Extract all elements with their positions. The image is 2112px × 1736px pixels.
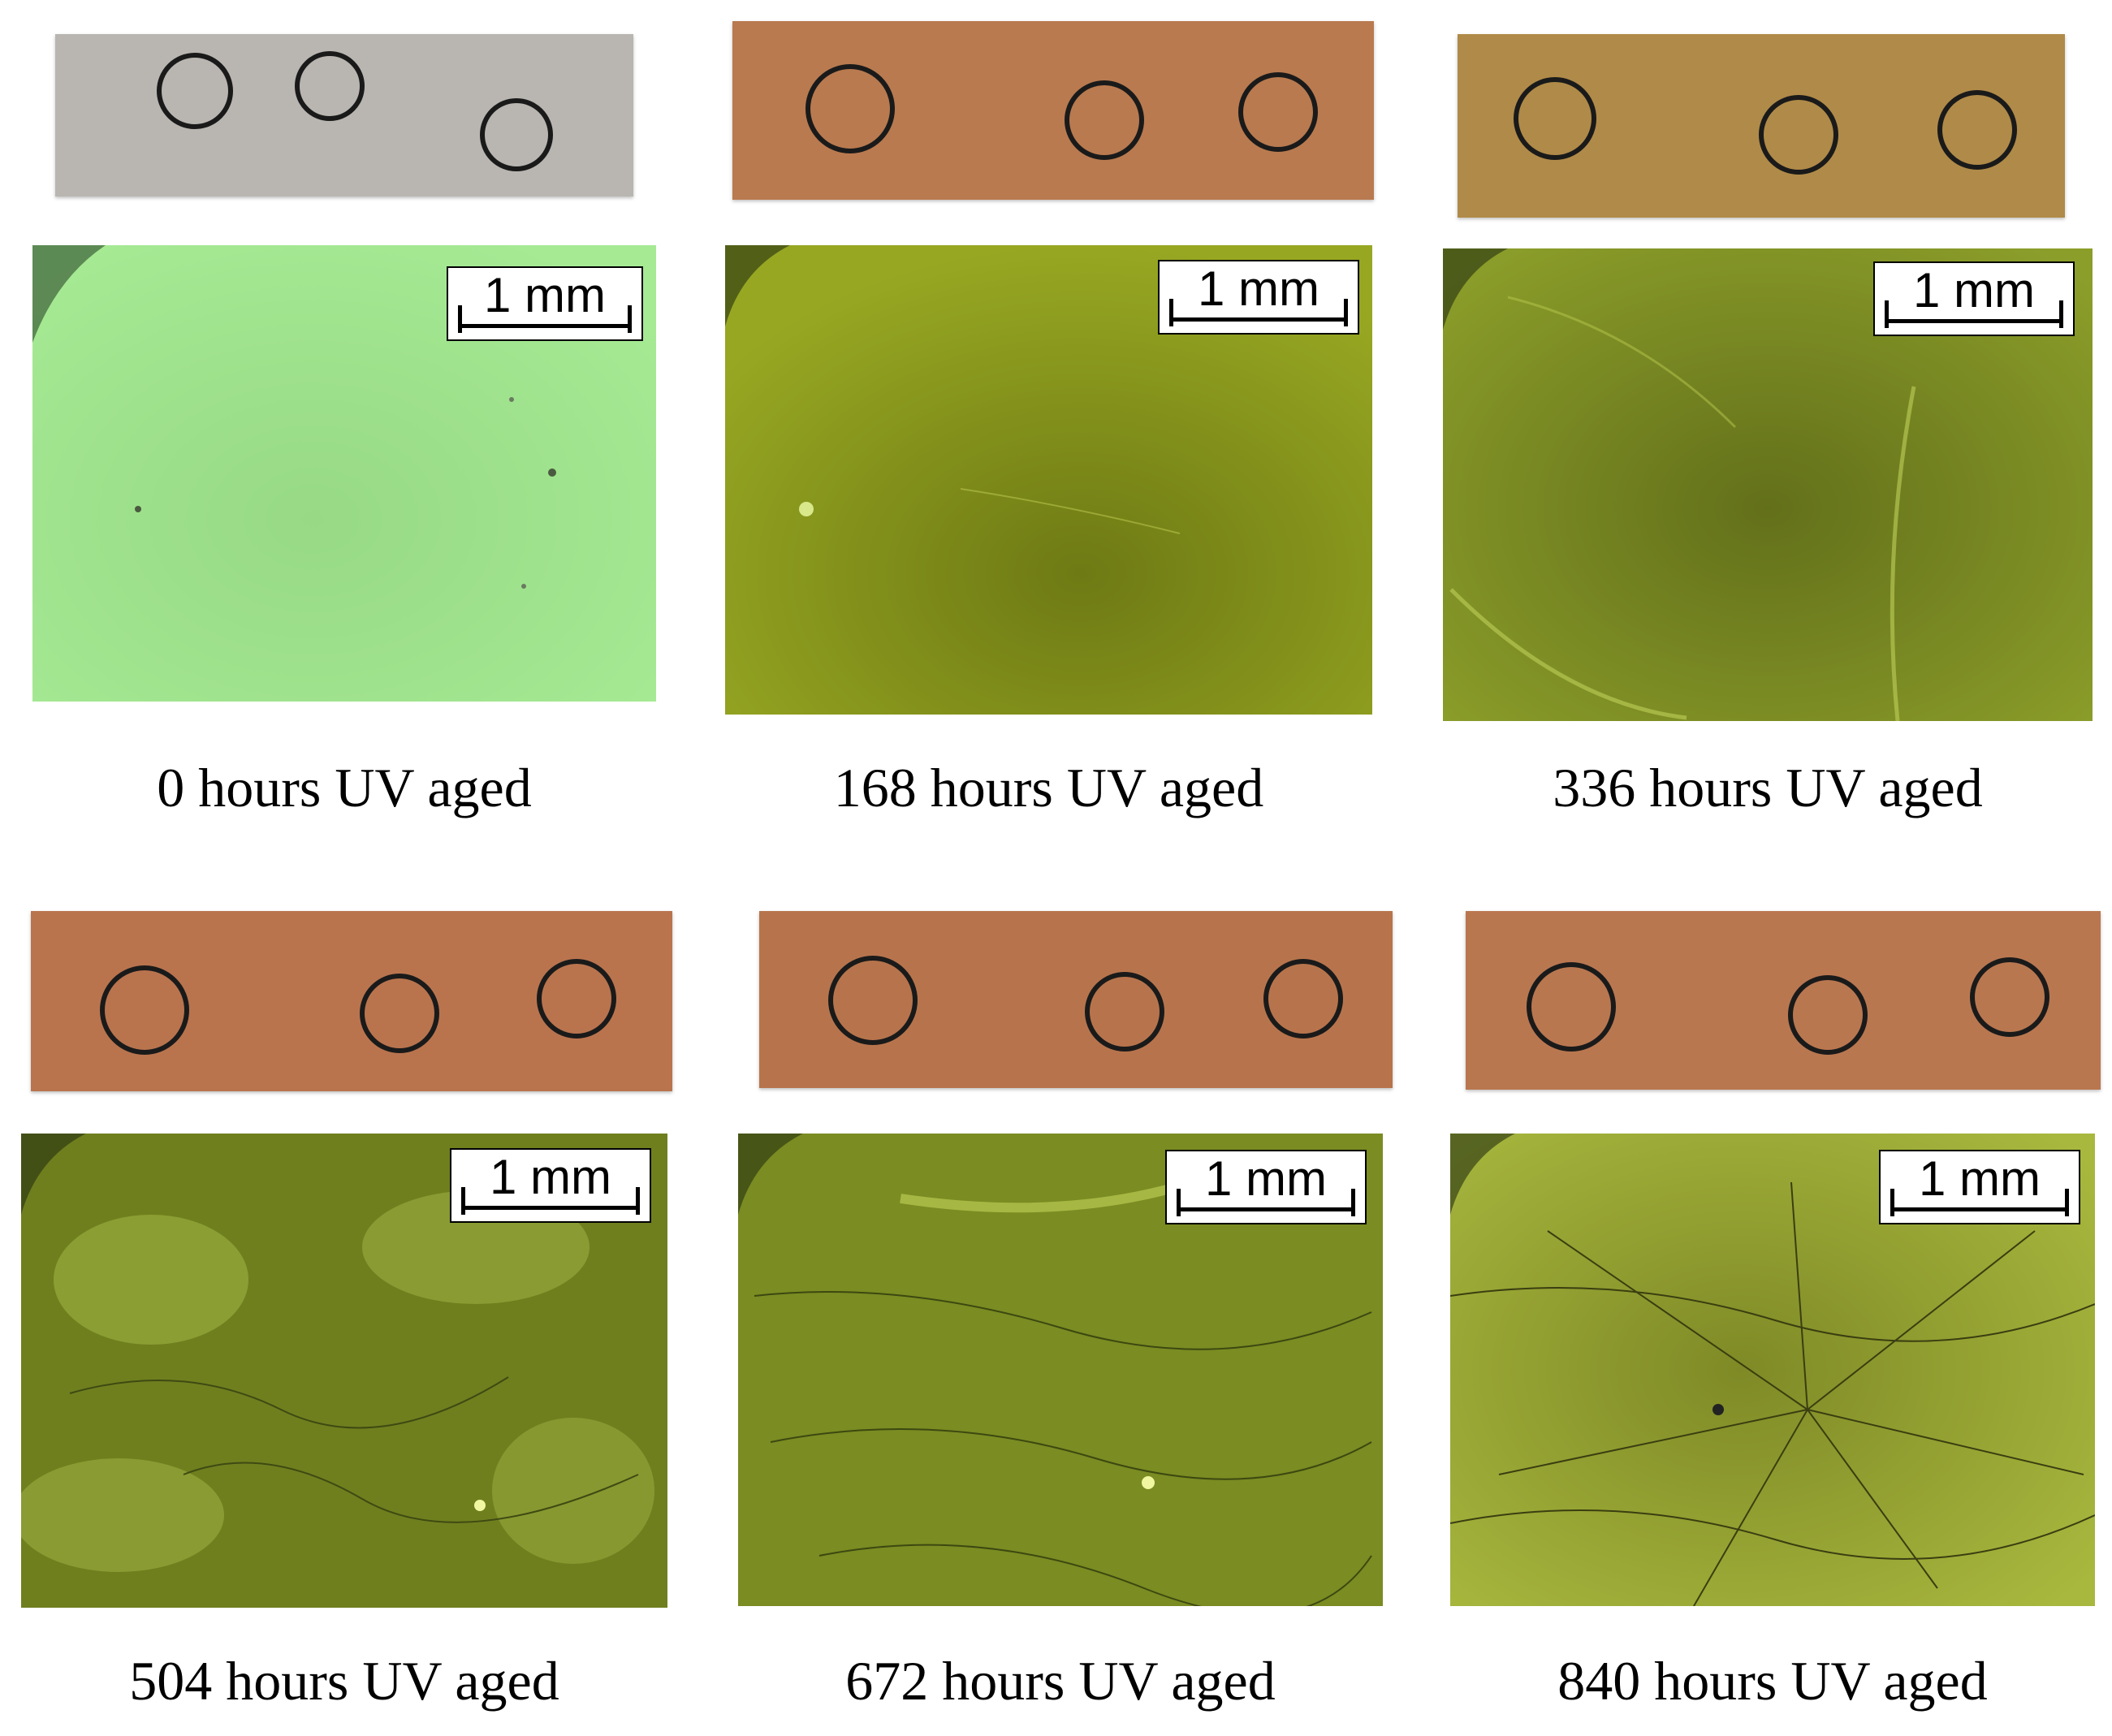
panel-caption: 336 hours UV aged: [1553, 757, 1983, 818]
scale-bar: 1 mm: [1165, 1150, 1367, 1224]
scale-bar-label: 1 mm: [1198, 261, 1319, 316]
scale-bar: 1 mm: [450, 1148, 651, 1223]
micrograph-image: 1 mm: [1443, 248, 2093, 721]
strip-circles-drawing: [100, 959, 616, 1055]
scale-bar: 1 mm: [1879, 1150, 2080, 1224]
panel-caption: 840 hours UV aged: [1557, 1650, 1988, 1712]
strip-circles-drawing: [157, 51, 553, 171]
sample-strip-photo: [732, 21, 1374, 200]
panel-caption: 504 hours UV aged: [129, 1650, 559, 1712]
strip-circles-drawing: [828, 956, 1343, 1052]
strip-circles-drawing: [1527, 957, 2049, 1055]
scale-bar-label: 1 mm: [1919, 1151, 2041, 1206]
panel-caption: 168 hours UV aged: [833, 757, 1264, 818]
scale-bar: 1 mm: [1158, 260, 1359, 335]
sample-strip-photo: [1466, 911, 2101, 1090]
sample-strip-photo: [1458, 34, 2065, 218]
micrograph-image: 1 mm: [21, 1134, 667, 1608]
sample-strip-photo: [31, 911, 672, 1091]
micrograph-image: 1 mm: [725, 245, 1372, 715]
micrograph-image: 1 mm: [32, 245, 656, 702]
micrograph-image: 1 mm: [1450, 1134, 2095, 1606]
micrograph-texture: [738, 1134, 1383, 1606]
micrograph-image: 1 mm: [738, 1134, 1383, 1606]
scale-bar-label: 1 mm: [484, 268, 606, 322]
scale-bar-label: 1 mm: [1205, 1151, 1327, 1206]
scale-bar: 1 mm: [447, 266, 643, 341]
strip-circles-drawing: [1514, 77, 2017, 175]
scale-bar: 1 mm: [1873, 261, 2075, 336]
scale-bar-label: 1 mm: [1913, 263, 2035, 317]
panel-caption: 0 hours UV aged: [157, 757, 532, 818]
scale-bar-label: 1 mm: [490, 1150, 611, 1204]
strip-circles-drawing: [805, 64, 1318, 160]
panel-caption: 672 hours UV aged: [845, 1650, 1276, 1712]
sample-strip-photo: [759, 911, 1393, 1088]
sample-strip-photo: [55, 34, 633, 196]
